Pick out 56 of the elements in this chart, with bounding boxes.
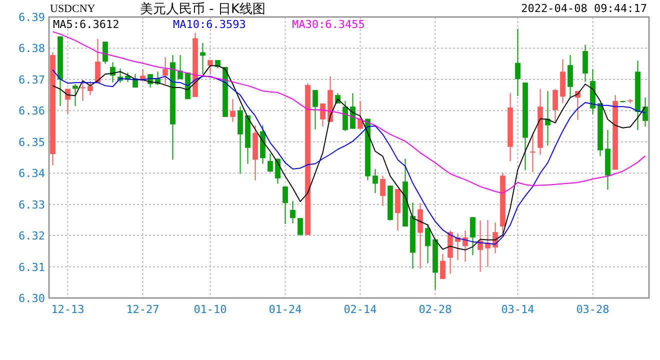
candlestick [418, 202, 423, 270]
x-tick-label: 02-14 [344, 303, 378, 316]
y-tick-label: 6.37 [18, 73, 45, 86]
candlestick [485, 219, 490, 268]
candlestick [88, 80, 93, 96]
candlestick [178, 54, 183, 80]
candlestick [80, 80, 86, 102]
text: MA10:6.3593 [173, 18, 246, 31]
candlestick [358, 100, 363, 130]
candlestick [552, 88, 558, 122]
x-tick-label: 12-13 [51, 303, 84, 316]
candlestick [372, 168, 378, 194]
text: MA30:6.3455 [292, 18, 365, 31]
x-tick-label: 01-24 [268, 303, 302, 316]
candlestick [312, 90, 318, 130]
candlestick [440, 253, 446, 280]
candlestick [568, 54, 573, 98]
x-tick-label: 03-28 [576, 303, 610, 316]
candlestick [320, 102, 326, 128]
candlestick [582, 44, 588, 82]
y-tick-label: 6.32 [18, 230, 45, 243]
x-tick-label: 02-28 [418, 303, 452, 316]
candlestick [425, 224, 430, 264]
y-tick-label: 6.35 [18, 136, 45, 149]
candlestick [102, 41, 108, 64]
candlestick [268, 152, 273, 173]
candlestick [350, 92, 356, 130]
text: 2022-04-08 09:44:17 [521, 2, 647, 15]
candlestick [298, 218, 303, 236]
x-tick-label: 01-10 [194, 303, 227, 316]
candlestick [290, 200, 296, 224]
chart-subtitle: 美元人民币 - 日K线图 [140, 1, 266, 17]
y-tick-label: 6.38 [18, 42, 45, 56]
candlestick [162, 56, 168, 85]
y-tick-label: 6.33 [18, 198, 45, 212]
candlestick [95, 38, 100, 84]
candlestick [530, 132, 536, 173]
y-tick-label: 6.39 [18, 11, 45, 24]
candlestick [380, 175, 386, 206]
y-tick-label: 6.31 [18, 260, 45, 274]
candlestick [282, 186, 288, 225]
chart-title: USDCNY [50, 3, 96, 15]
x-tick-label: 03-14 [501, 303, 535, 316]
candlestick [230, 98, 236, 122]
y-tick-label: 6.36 [18, 104, 45, 118]
y-tick-label: 6.34 [18, 167, 46, 180]
candlestick [342, 100, 348, 132]
candlestick [642, 97, 648, 128]
candlestick [275, 158, 280, 184]
text: MA5:6.3612 [53, 18, 120, 31]
candlestick [470, 216, 476, 256]
candlestick [72, 84, 78, 106]
candlestick [515, 28, 520, 96]
candlestick [208, 60, 213, 75]
y-tick-label: 6.30 [18, 292, 45, 305]
x-tick-label: 12-27 [126, 303, 160, 316]
